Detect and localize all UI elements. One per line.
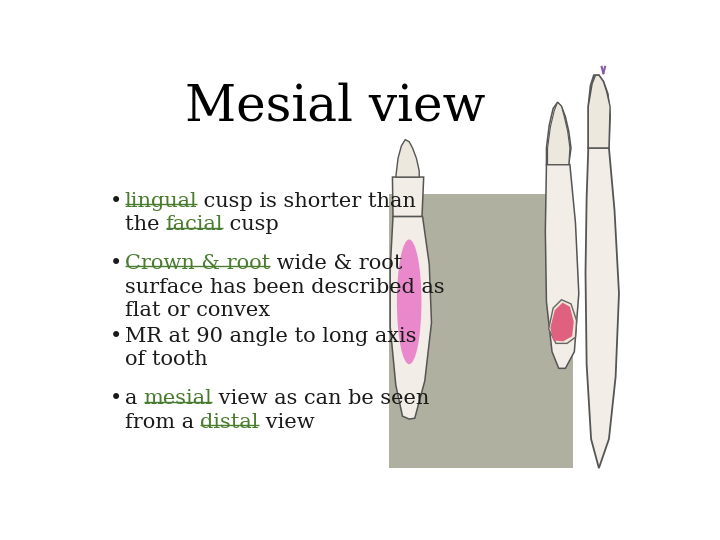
Polygon shape bbox=[588, 75, 610, 148]
Text: cusp: cusp bbox=[223, 215, 279, 234]
Text: MR at 90 angle to long axis: MR at 90 angle to long axis bbox=[125, 327, 416, 346]
Text: the: the bbox=[125, 215, 166, 234]
Text: of tooth: of tooth bbox=[125, 350, 207, 369]
Text: a: a bbox=[125, 389, 143, 408]
Text: view as can be seen: view as can be seen bbox=[212, 389, 430, 408]
Polygon shape bbox=[390, 217, 431, 419]
Text: •: • bbox=[109, 327, 122, 346]
Polygon shape bbox=[396, 140, 419, 177]
Text: from a: from a bbox=[125, 413, 200, 432]
Polygon shape bbox=[546, 102, 571, 165]
Text: facial: facial bbox=[166, 215, 223, 234]
Polygon shape bbox=[588, 75, 610, 148]
Text: flat or convex: flat or convex bbox=[125, 301, 269, 320]
Polygon shape bbox=[392, 177, 423, 217]
Text: mesial: mesial bbox=[143, 389, 212, 408]
Text: Crown & root: Crown & root bbox=[125, 254, 270, 273]
Polygon shape bbox=[549, 300, 577, 343]
Text: surface has been described as: surface has been described as bbox=[125, 278, 444, 296]
Ellipse shape bbox=[397, 239, 421, 364]
Text: wide & root: wide & root bbox=[270, 254, 402, 273]
Text: lingual: lingual bbox=[125, 192, 197, 211]
Text: view: view bbox=[259, 413, 315, 432]
Text: •: • bbox=[109, 192, 122, 211]
Polygon shape bbox=[550, 302, 574, 341]
Text: Mesial view: Mesial view bbox=[185, 82, 486, 131]
Polygon shape bbox=[547, 102, 570, 165]
Text: cusp is shorter than: cusp is shorter than bbox=[197, 192, 416, 211]
Text: •: • bbox=[109, 389, 122, 408]
Bar bbox=[389, 194, 572, 468]
Text: •: • bbox=[109, 254, 122, 273]
Polygon shape bbox=[585, 148, 619, 468]
Polygon shape bbox=[545, 165, 579, 368]
Text: distal: distal bbox=[200, 413, 259, 432]
